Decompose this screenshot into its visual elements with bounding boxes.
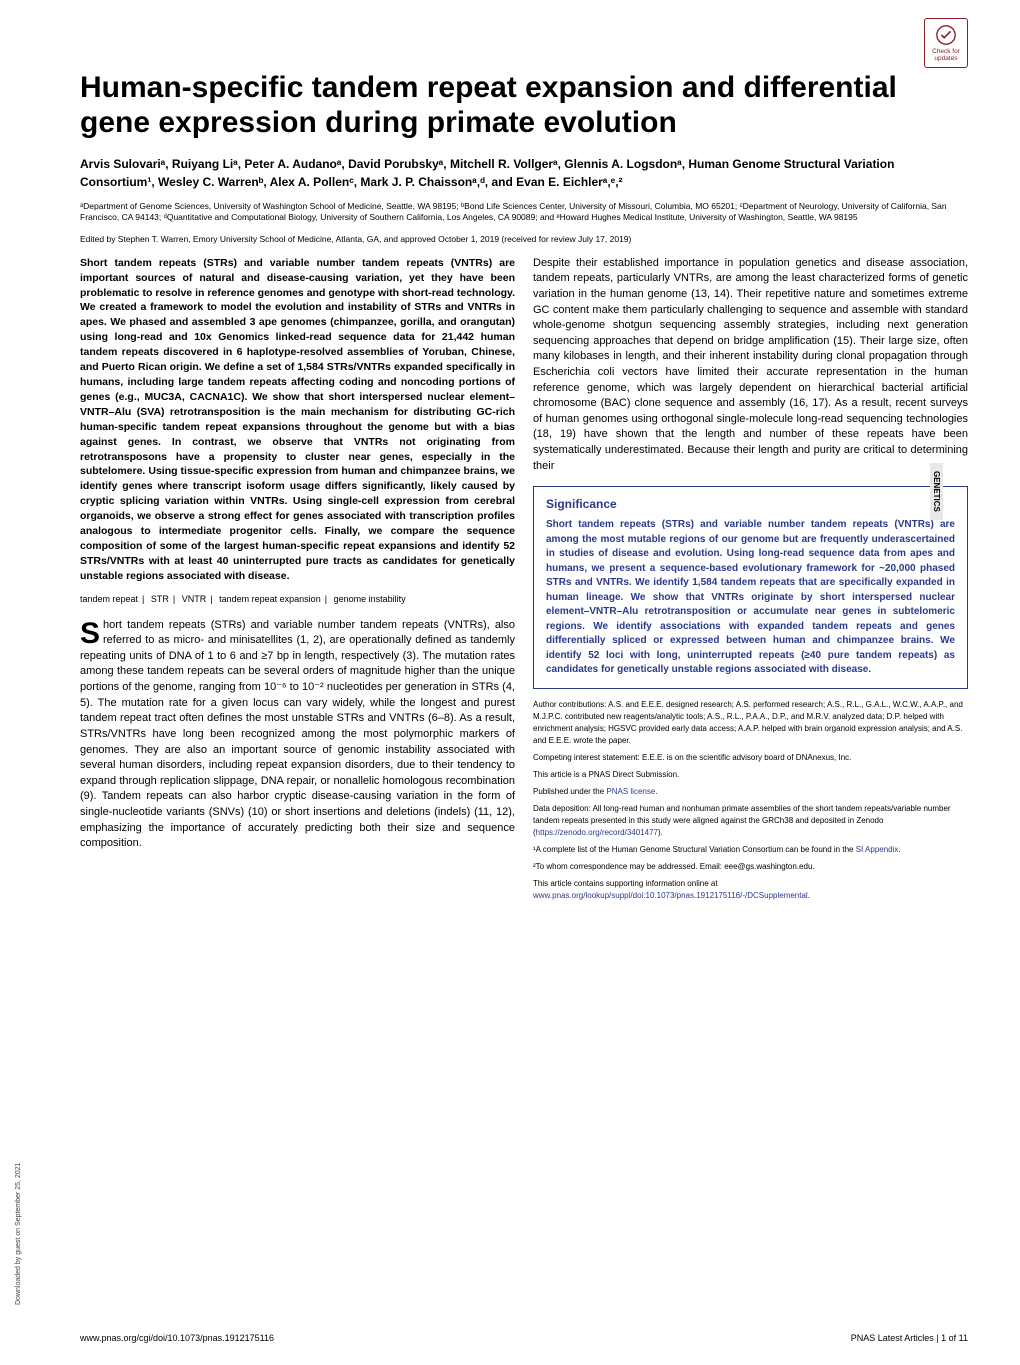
keyword: tandem repeat expansion [219, 594, 321, 604]
author-list: Arvis Sulovariᵃ, Ruiyang Liᵃ, Peter A. A… [80, 155, 968, 191]
supplemental-line: This article contains supporting informa… [533, 878, 968, 902]
significance-box: Significance Short tandem repeats (STRs)… [533, 486, 968, 689]
left-column: Short tandem repeats (STRs) and variable… [80, 256, 515, 907]
author-contributions: Author contributions: A.S. and E.E.E. de… [533, 699, 968, 747]
badge-line1: Check for [932, 48, 960, 55]
supplemental-link[interactable]: www.pnas.org/lookup/suppl/doi:10.1073/pn… [533, 891, 808, 900]
footer-page-number: PNAS Latest Articles | 1 of 11 [851, 1333, 968, 1343]
significance-text: Short tandem repeats (STRs) and variable… [546, 518, 955, 678]
article-title: Human-specific tandem repeat expansion a… [80, 70, 968, 141]
pnas-license-link[interactable]: PNAS license [606, 787, 655, 796]
competing-interests: Competing interest statement: E.E.E. is … [533, 752, 968, 764]
edited-by-line: Edited by Stephen T. Warren, Emory Unive… [80, 234, 968, 244]
article-content: Check forupdates GENETICS Human-specific… [80, 28, 968, 907]
abstract: Short tandem repeats (STRs) and variable… [80, 256, 515, 584]
keyword: genome instability [334, 594, 406, 604]
zenodo-link[interactable]: https://zenodo.org/record/3401477 [536, 828, 658, 837]
footnote-1: ¹A complete list of the Human Genome Str… [533, 844, 968, 856]
article-metadata: Author contributions: A.S. and E.E.E. de… [533, 699, 968, 902]
keyword: STR [151, 594, 169, 604]
right-column: Despite their established importance in … [533, 256, 968, 907]
affiliations: ᵃDepartment of Genome Sciences, Universi… [80, 201, 968, 224]
data-deposition: Data deposition: All long-read human and… [533, 803, 968, 839]
dropcap: S [80, 618, 103, 647]
body-left-paragraph: Short tandem repeats (STRs) and variable… [80, 618, 515, 852]
footer-doi: www.pnas.org/cgi/doi/10.1073/pnas.191217… [80, 1333, 274, 1343]
keywords: tandem repeat| STR| VNTR| tandem repeat … [80, 594, 515, 604]
keyword: tandem repeat [80, 594, 138, 604]
direct-submission: This article is a PNAS Direct Submission… [533, 769, 968, 781]
badge-line2: updates [934, 55, 957, 62]
check-updates-icon [935, 24, 957, 46]
check-for-updates-badge[interactable]: Check forupdates [924, 18, 968, 68]
download-note: Downloaded by guest on September 25, 202… [15, 1163, 22, 1305]
footnote-2: ²To whom correspondence may be addressed… [533, 861, 968, 873]
journal-brand-sidebar: PNAS PNAS PNAS [0, 0, 38, 1365]
body-left-text: hort tandem repeats (STRs) and variable … [80, 619, 515, 850]
section-tab-genetics: GENETICS [930, 463, 943, 520]
license-line: Published under the PNAS license. [533, 786, 968, 798]
keyword: VNTR [182, 594, 207, 604]
two-column-body: Short tandem repeats (STRs) and variable… [80, 256, 968, 907]
journal-brand-text: PNAS PNAS PNAS [0, 1048, 6, 1325]
page-footer: www.pnas.org/cgi/doi/10.1073/pnas.191217… [80, 1333, 968, 1343]
body-right-paragraph: Despite their established importance in … [533, 256, 968, 475]
si-appendix-link[interactable]: SI Appendix [856, 845, 899, 854]
significance-heading: Significance [546, 497, 955, 511]
